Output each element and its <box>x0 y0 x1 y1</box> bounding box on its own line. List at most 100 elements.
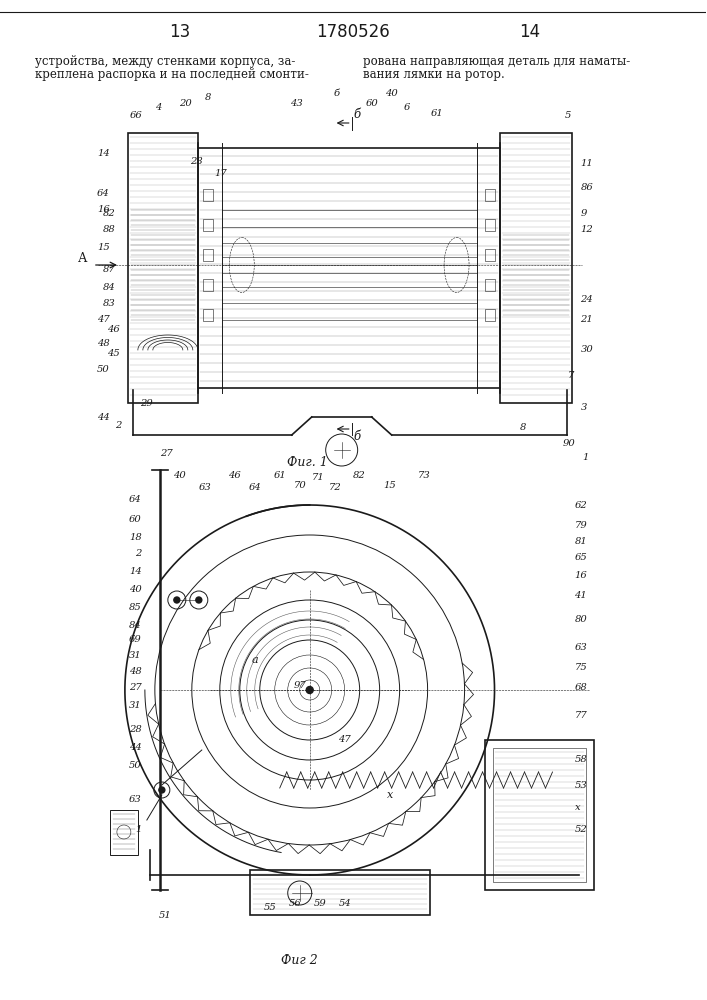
Bar <box>484 740 595 890</box>
Text: 63: 63 <box>199 484 211 492</box>
Text: 18: 18 <box>129 534 142 542</box>
Text: 44: 44 <box>97 414 110 422</box>
Text: 16: 16 <box>575 570 588 580</box>
Text: 31: 31 <box>129 700 142 710</box>
Text: 52: 52 <box>575 826 588 834</box>
Text: 46: 46 <box>107 326 120 334</box>
Text: 47: 47 <box>97 316 110 324</box>
Text: x: x <box>575 804 580 812</box>
Bar <box>484 219 494 231</box>
Text: 64: 64 <box>248 484 261 492</box>
Bar <box>493 748 587 882</box>
Circle shape <box>174 597 180 603</box>
Circle shape <box>306 686 313 694</box>
Text: 14: 14 <box>129 568 142 576</box>
Text: 30: 30 <box>580 346 593 355</box>
Text: вания лямки на ротор.: вания лямки на ротор. <box>363 68 504 81</box>
Text: 8: 8 <box>204 93 211 102</box>
Text: 86: 86 <box>580 184 593 192</box>
Bar <box>484 189 494 201</box>
Text: 27: 27 <box>129 684 142 692</box>
Text: 65: 65 <box>575 554 588 562</box>
Bar <box>484 279 494 291</box>
Text: 1780526: 1780526 <box>316 23 390 41</box>
Circle shape <box>196 597 201 603</box>
Bar <box>250 870 430 915</box>
Text: 56: 56 <box>288 898 301 908</box>
Text: б: б <box>334 89 340 98</box>
Text: Фиг. 1: Фиг. 1 <box>287 456 328 470</box>
Text: 15: 15 <box>383 481 396 489</box>
Text: 66: 66 <box>129 110 142 119</box>
Bar <box>500 133 573 403</box>
Text: 47: 47 <box>339 736 351 744</box>
Bar <box>203 279 213 291</box>
Text: 71: 71 <box>311 474 324 483</box>
Text: 41: 41 <box>575 590 588 599</box>
Text: 82: 82 <box>354 471 366 480</box>
Text: А: А <box>78 252 88 265</box>
Bar <box>203 309 213 321</box>
Text: 51: 51 <box>158 910 171 920</box>
Text: 73: 73 <box>419 471 431 480</box>
Text: 40: 40 <box>173 471 186 480</box>
Text: 79: 79 <box>575 520 588 530</box>
Text: 7: 7 <box>568 370 574 379</box>
Text: 45: 45 <box>107 349 120 358</box>
Text: 87: 87 <box>103 265 116 274</box>
Text: 31: 31 <box>129 650 142 660</box>
Text: 50: 50 <box>97 365 110 374</box>
Text: 64: 64 <box>97 188 110 198</box>
Text: 60: 60 <box>129 516 142 524</box>
Bar <box>203 219 213 231</box>
Text: 1: 1 <box>136 826 142 834</box>
Text: 3: 3 <box>580 403 587 412</box>
Text: 14: 14 <box>519 23 540 41</box>
Text: 55: 55 <box>264 904 276 912</box>
Bar <box>110 810 138 855</box>
Text: 60: 60 <box>366 99 378 107</box>
Text: x: x <box>387 790 393 800</box>
Bar <box>484 309 494 321</box>
Text: 16: 16 <box>97 206 110 215</box>
Text: 90: 90 <box>563 438 575 448</box>
Text: 63: 63 <box>129 796 142 804</box>
Text: 97: 97 <box>293 680 306 690</box>
Text: 27: 27 <box>160 448 173 458</box>
Text: 75: 75 <box>575 664 588 672</box>
Text: 69: 69 <box>129 636 142 645</box>
Text: 14: 14 <box>97 148 110 157</box>
Text: 68: 68 <box>575 684 588 692</box>
Text: 83: 83 <box>103 298 116 308</box>
Text: 11: 11 <box>580 158 593 167</box>
Text: рована направляющая деталь для наматы-: рована направляющая деталь для наматы- <box>363 55 630 68</box>
Text: 2: 2 <box>115 422 122 430</box>
Text: 6: 6 <box>404 103 410 111</box>
Text: 64: 64 <box>129 495 142 504</box>
Text: 17: 17 <box>214 168 227 178</box>
Text: 62: 62 <box>575 500 588 510</box>
Bar <box>484 249 494 261</box>
Text: 24: 24 <box>580 296 593 304</box>
Text: 72: 72 <box>328 484 341 492</box>
Text: 43: 43 <box>291 99 303 107</box>
Text: 63: 63 <box>575 644 588 652</box>
Text: 40: 40 <box>385 89 398 98</box>
Text: 21: 21 <box>580 316 593 324</box>
Text: креплена распорка и на последней смонти-: креплена распорка и на последней смонти- <box>35 68 309 81</box>
Text: б: б <box>353 108 361 121</box>
Text: 48: 48 <box>129 668 142 676</box>
Text: 44: 44 <box>129 744 142 752</box>
Text: 84: 84 <box>103 282 116 292</box>
Text: устройства, между стенками корпуса, за-: устройства, между стенками корпуса, за- <box>35 55 296 68</box>
Bar <box>128 133 198 403</box>
Text: 48: 48 <box>97 338 110 348</box>
Text: 81: 81 <box>575 538 588 546</box>
Bar <box>203 189 213 201</box>
Text: 50: 50 <box>129 760 142 770</box>
Text: 82: 82 <box>103 209 116 218</box>
Text: 59: 59 <box>313 898 326 908</box>
Text: 12: 12 <box>580 226 593 234</box>
Text: 8: 8 <box>520 424 526 432</box>
Text: 85: 85 <box>129 603 142 612</box>
